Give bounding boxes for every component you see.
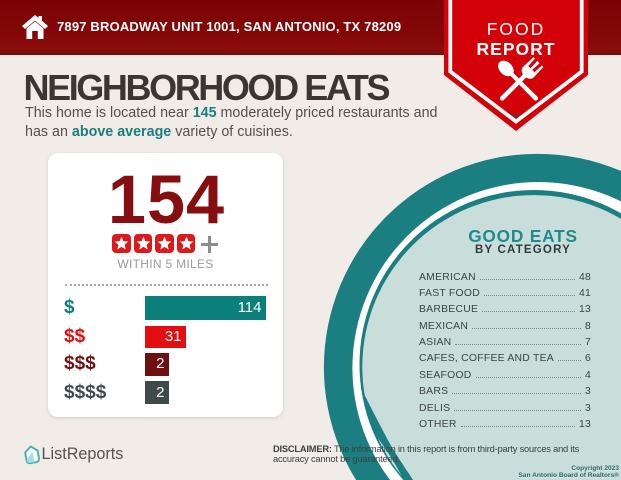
svg-text:REPORT: REPORT — [477, 39, 556, 59]
svg-text:FOOD: FOOD — [487, 19, 546, 39]
